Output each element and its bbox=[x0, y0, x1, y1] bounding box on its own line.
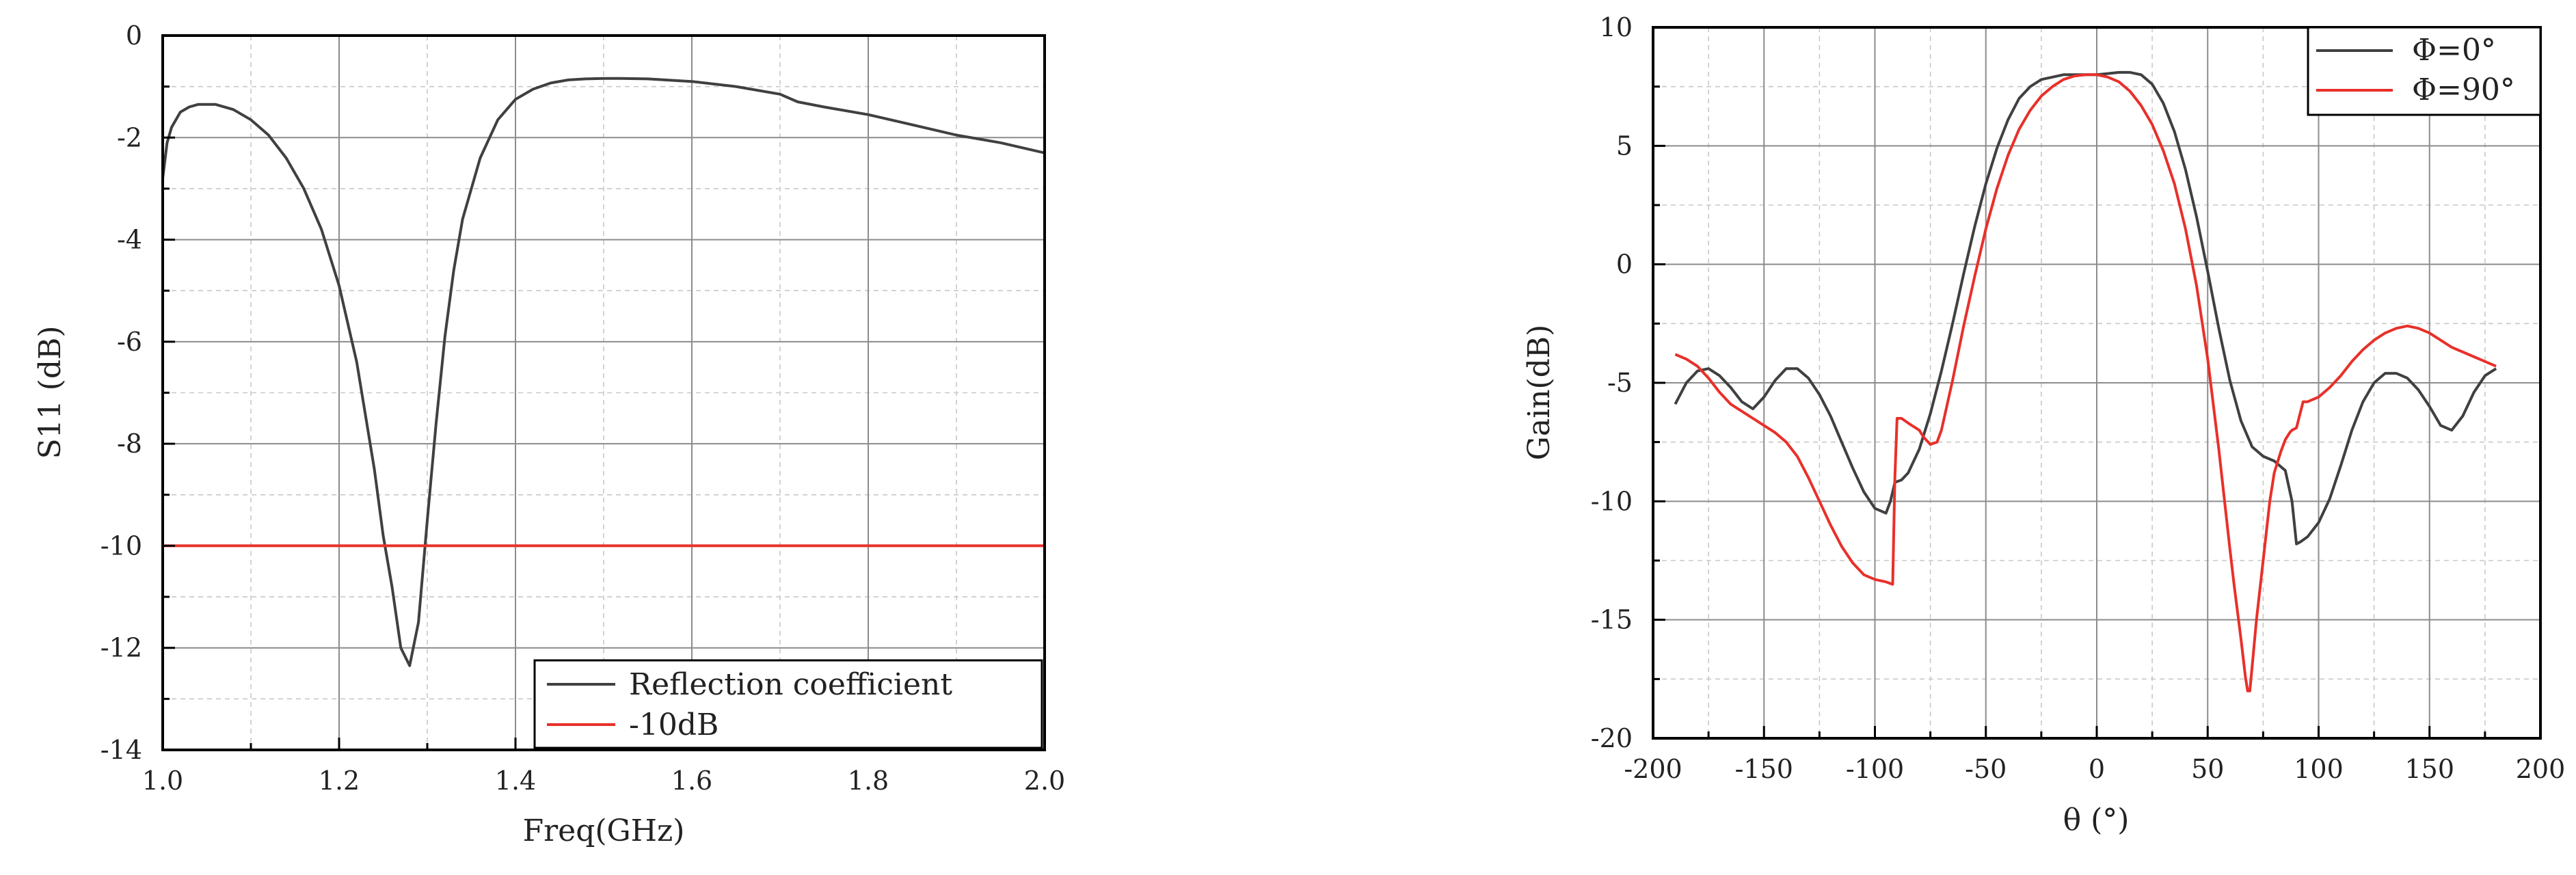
s11-x-tick-label: 1.6 bbox=[671, 766, 712, 796]
gain-series-line-0 bbox=[1674, 70, 2497, 546]
gain-y-axis-title: Gain(dB) bbox=[1522, 325, 1557, 461]
gain-legend-box bbox=[2307, 26, 2542, 116]
gain-y-tick-label: 10 bbox=[1600, 12, 1633, 42]
s11-x-tick-label: 1.2 bbox=[319, 766, 360, 796]
s11-x-axis-title: Freq(GHz) bbox=[523, 813, 685, 848]
s11-y-tick-label: -12 bbox=[100, 633, 142, 663]
gain-x-tick-label: -50 bbox=[1965, 754, 2007, 784]
s11-y-tick-label: -10 bbox=[100, 530, 142, 561]
gain-series-line-1 bbox=[1674, 73, 2497, 692]
gain-chart: -200 -150 -100 -50 0 50 100 150 2001050-5-10-15-… bbox=[1522, 12, 2565, 837]
s11-x-tick-label: 2.0 bbox=[1024, 766, 1065, 796]
s11-y-tick-label: -2 bbox=[117, 122, 142, 152]
s11-y-tick-label: -8 bbox=[117, 429, 142, 459]
gain-x-tick-label: 50 bbox=[2191, 754, 2224, 784]
gain-y-tick-label: -10 bbox=[1591, 486, 1633, 516]
gain-x-tick-label: 150 bbox=[2404, 754, 2454, 784]
gain-x-tick-label: 100 bbox=[2294, 754, 2344, 784]
s11-chart: 1.0 1.2 1.4 1.6 1.8 2.0 0 -2 -4 -6 -8 -10 -12 -14 Fre… bbox=[33, 21, 1065, 848]
s11-legend-label-reflection: Reflection coefficient bbox=[629, 667, 952, 702]
s11-x-tick-label: 1.0 bbox=[142, 766, 183, 796]
gain-x-tick-label: -100 bbox=[1846, 754, 1904, 784]
gain-y-tick-label: 5 bbox=[1616, 131, 1633, 161]
gain-x-axis-title: θ (°) bbox=[2063, 803, 2130, 837]
gain-grid bbox=[1652, 27, 2541, 739]
s11-y-tick-label: -6 bbox=[117, 327, 142, 357]
s11-y-tick-label: -14 bbox=[100, 735, 142, 765]
s11-x-tick-label: 1.8 bbox=[848, 766, 889, 796]
gain-y-tick-label: -20 bbox=[1591, 723, 1633, 753]
gain-y-tick-label: -15 bbox=[1591, 605, 1633, 635]
s11-legend: Reflection coefficient -10dB bbox=[533, 659, 1043, 749]
gain-legend-label-phi0: Φ=0° bbox=[2412, 33, 2496, 68]
s11-y-axis-title: S11 (dB) bbox=[33, 326, 68, 459]
s11-tick-group: 1.0 1.2 1.4 1.6 1.8 2.0 0 -2 -4 -6 -8 -10 -12 -14 bbox=[100, 21, 1065, 796]
gain-x-tick-label: -200 bbox=[1624, 754, 1682, 784]
s11-legend-box bbox=[533, 659, 1043, 749]
s11-x-tick-label: 1.4 bbox=[495, 766, 536, 796]
s11-legend-label-10db: -10dB bbox=[629, 708, 719, 742]
gain-y-tick-label: 0 bbox=[1616, 250, 1633, 280]
gain-x-tick-label: -150 bbox=[1735, 754, 1793, 784]
gain-x-tick-label: 0 bbox=[2089, 754, 2105, 784]
gain-tick-group: -200 -150 -100 -50 0 50 100 150 2001050-5-10-15-… bbox=[1591, 12, 2565, 784]
s11-series-line-0 bbox=[161, 77, 1045, 667]
gain-legend-label-phi90: Φ=90° bbox=[2412, 72, 2515, 107]
s11-grid bbox=[162, 35, 1045, 751]
gain-series-group bbox=[1674, 70, 2497, 692]
gain-y-tick-label: -5 bbox=[1607, 368, 1633, 398]
s11-y-tick-label: -4 bbox=[117, 225, 142, 255]
gain-legend: Φ=0° Φ=90° bbox=[2307, 26, 2542, 116]
s11-series-group bbox=[161, 77, 1045, 667]
gain-x-tick-label: 200 bbox=[2516, 754, 2566, 784]
s11-y-tick-label: 0 bbox=[126, 21, 142, 51]
